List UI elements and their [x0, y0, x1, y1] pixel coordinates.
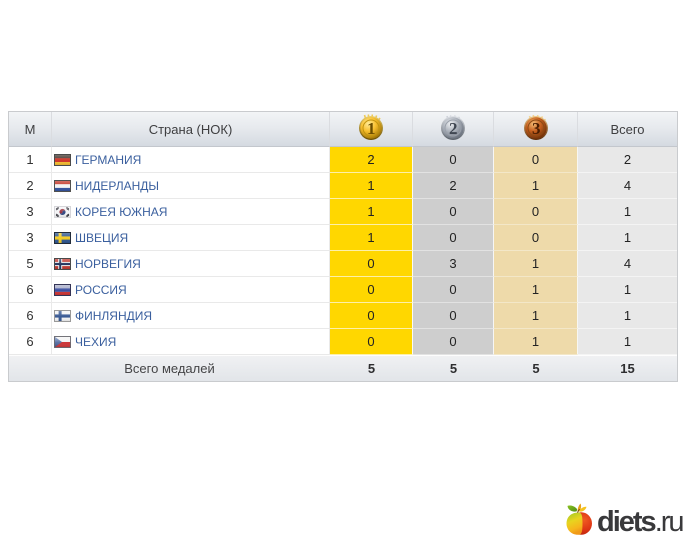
- svg-text:2: 2: [449, 119, 458, 138]
- svg-text:3: 3: [532, 119, 541, 138]
- svg-text:1: 1: [367, 119, 376, 138]
